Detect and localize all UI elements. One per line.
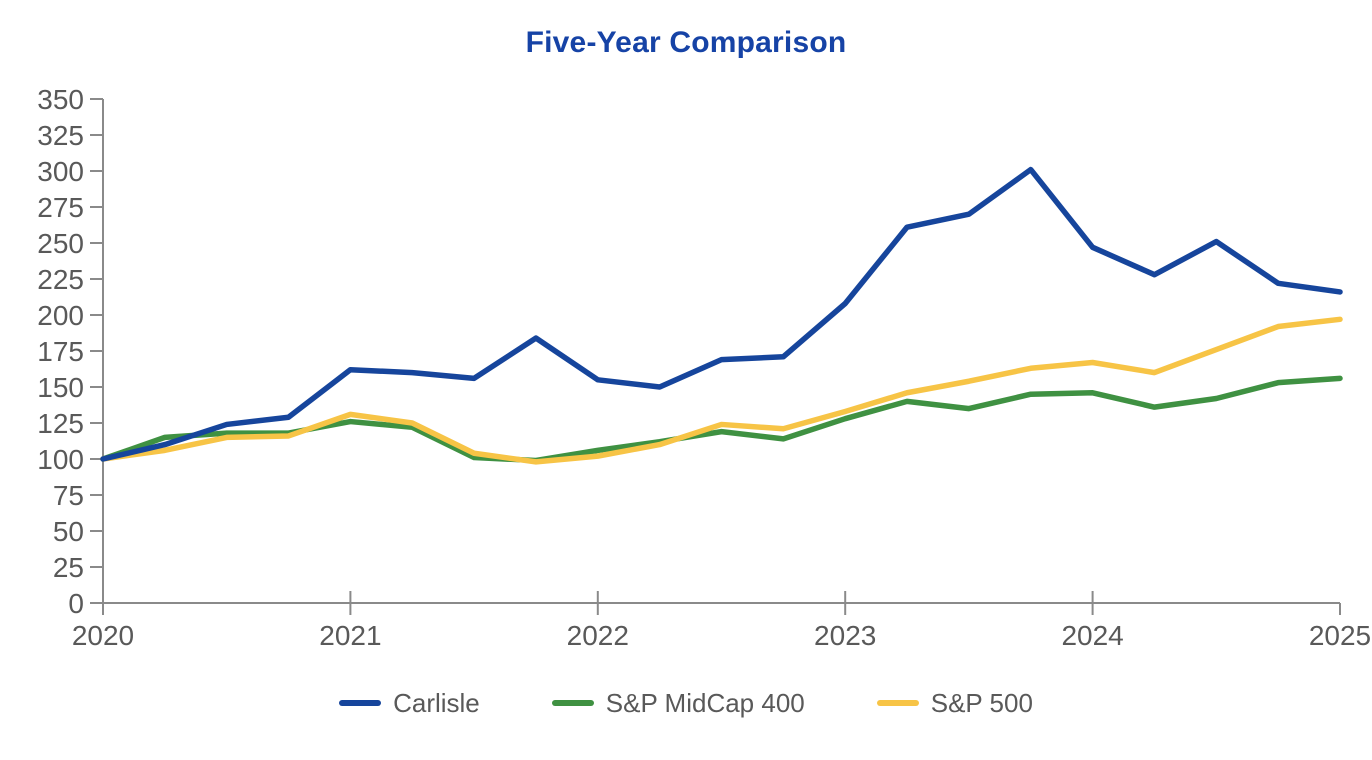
legend-item-sp-midcap-400: S&P MidCap 400 — [551, 688, 805, 718]
x-tick-label: 2025 — [1309, 620, 1371, 651]
legend-item-sp-500: S&P 500 — [876, 688, 1033, 718]
chart-title: Five-Year Comparison — [525, 26, 847, 59]
y-tick-label: 275 — [37, 192, 84, 223]
line-chart: 0 25 50 75 100 125 150 175 200 225 250 275 300 325 350… — [37, 84, 1371, 651]
y-tick-label: 300 — [37, 156, 84, 187]
x-tick-label: 2020 — [72, 620, 134, 651]
x-tick-label: 2024 — [1061, 620, 1123, 651]
y-tick-label: 25 — [53, 552, 84, 583]
axes — [102, 99, 1340, 615]
series-line-carlisle — [100, 166, 1343, 462]
y-tick-label: 250 — [37, 228, 84, 259]
legend-swatch-carlisle — [339, 700, 382, 706]
y-tick-label: 325 — [37, 120, 84, 151]
legend-label-sp-midcap-400: S&P MidCap 400 — [605, 688, 805, 718]
legend-swatch-sp-500 — [876, 700, 919, 706]
y-tick-label: 200 — [37, 300, 84, 331]
y-tick-label: 125 — [37, 408, 84, 439]
x-tick-label: 2022 — [567, 620, 629, 651]
y-tick-label: 225 — [37, 264, 84, 295]
y-tick-label: 0 — [68, 588, 84, 619]
y-tick-label: 75 — [53, 480, 84, 511]
y-tick-label: 100 — [37, 444, 84, 475]
legend-item-carlisle: Carlisle — [339, 688, 480, 718]
legend-label-carlisle: Carlisle — [393, 688, 480, 718]
legend-label-sp-500: S&P 500 — [930, 688, 1033, 718]
series-line-s-p-500 — [100, 316, 1343, 465]
y-tick-label: 350 — [37, 84, 84, 115]
y-tick-label: 150 — [37, 372, 84, 403]
legend-swatch-sp-midcap-400 — [551, 700, 594, 706]
legend: Carlisle S&P MidCap 400 S&P 500 — [0, 688, 1372, 718]
y-tick-label: 175 — [37, 336, 84, 367]
y-tick-label: 50 — [53, 516, 84, 547]
x-tick-label: 2023 — [814, 620, 876, 651]
x-tick-label: 2021 — [319, 620, 381, 651]
